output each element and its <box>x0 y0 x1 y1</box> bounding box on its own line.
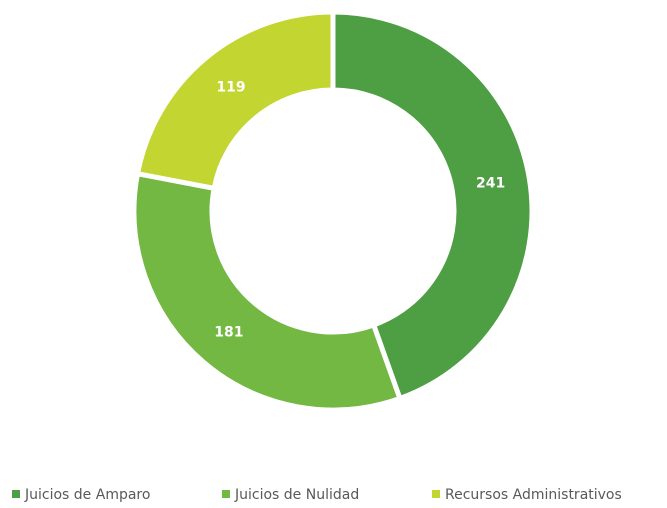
legend-label: Juicios de Nulidad <box>234 487 359 503</box>
data-label: 241 <box>476 176 505 192</box>
legend-label: Recursos Administrativos <box>445 487 622 503</box>
data-label: 119 <box>216 80 245 96</box>
legend-label: Juicios de Amparo <box>24 487 150 503</box>
donut-slice <box>134 9 336 192</box>
donut-slice <box>330 9 535 402</box>
legend-swatch <box>12 490 20 498</box>
data-label: 181 <box>214 324 243 340</box>
legend-swatch <box>432 490 440 498</box>
donut-slice <box>131 170 404 413</box>
legend-swatch <box>222 490 230 498</box>
